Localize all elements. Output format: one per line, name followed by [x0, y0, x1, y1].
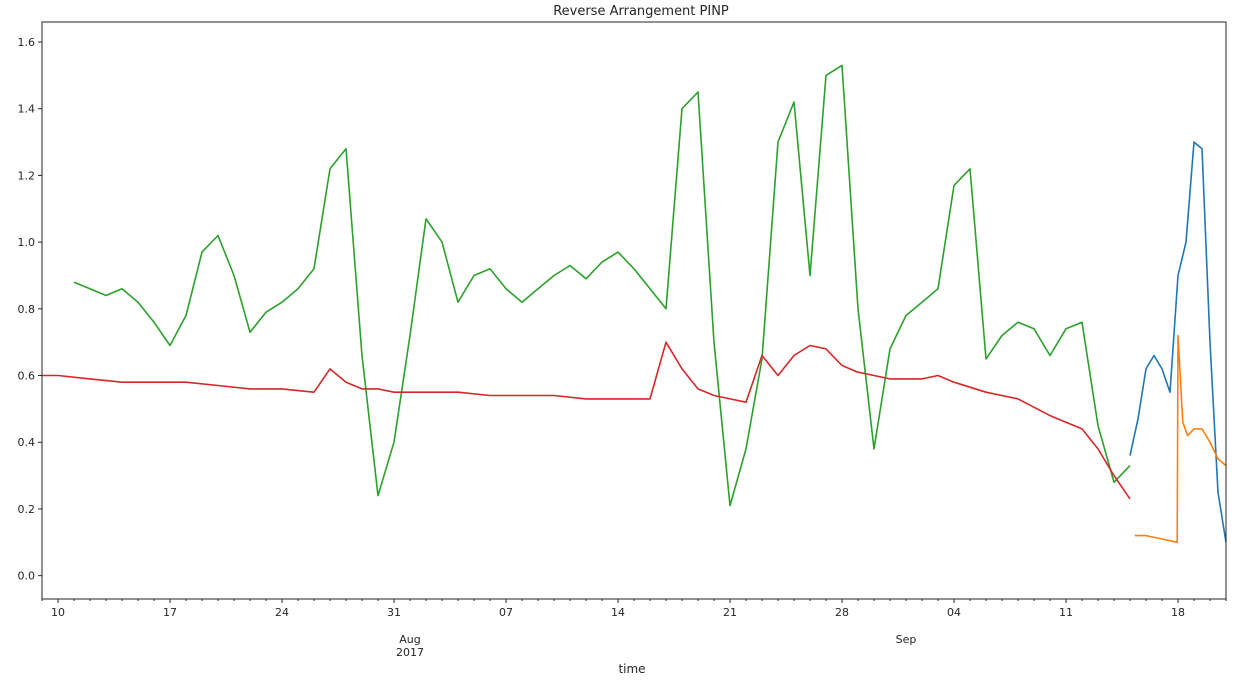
- series-line-3: [1129, 141, 1227, 543]
- x-tick-label: 11: [1059, 606, 1073, 619]
- x-axis-label: time: [618, 662, 645, 676]
- x-tick-label: 14: [611, 606, 625, 619]
- x-tick-label: 18: [1171, 606, 1185, 619]
- y-tick-label: 1.0: [18, 236, 36, 249]
- y-tick-label: 0.4: [18, 436, 36, 449]
- y-tick-label: 0.6: [18, 370, 36, 383]
- chart-title: Reverse Arrangement PINP: [553, 4, 729, 19]
- y-axis: 0.0 0.2 0.4 0.6 0.8 1.0 1.2 1.4 1.6: [18, 36, 42, 583]
- x-tick-label: 17: [163, 606, 177, 619]
- x-tick-label: 04: [947, 606, 961, 619]
- x-year-label: 2017: [396, 646, 424, 659]
- series-line-4: [1134, 334, 1227, 544]
- x-tick-label: 07: [499, 606, 513, 619]
- plot-frame: [41, 21, 1227, 600]
- x-tick-label: 28: [835, 606, 849, 619]
- x-month-label: Aug: [399, 633, 420, 646]
- y-tick-label: 1.2: [18, 169, 36, 182]
- x-tick-label: 10: [51, 606, 65, 619]
- y-tick-label: 0.2: [18, 503, 36, 516]
- series-line-1: [73, 64, 1131, 507]
- x-tick-label: 31: [387, 606, 401, 619]
- y-tick-label: 1.6: [18, 36, 36, 49]
- y-tick-label: 0.8: [18, 303, 36, 316]
- x-tick-label: 24: [275, 606, 289, 619]
- series-line-2: [42, 341, 1131, 500]
- y-tick-label: 0.0: [18, 570, 36, 583]
- y-tick-label: 1.4: [18, 103, 36, 116]
- x-month-label: Sep: [896, 633, 917, 646]
- x-tick-label: 21: [723, 606, 737, 619]
- series-layer: [42, 64, 1227, 544]
